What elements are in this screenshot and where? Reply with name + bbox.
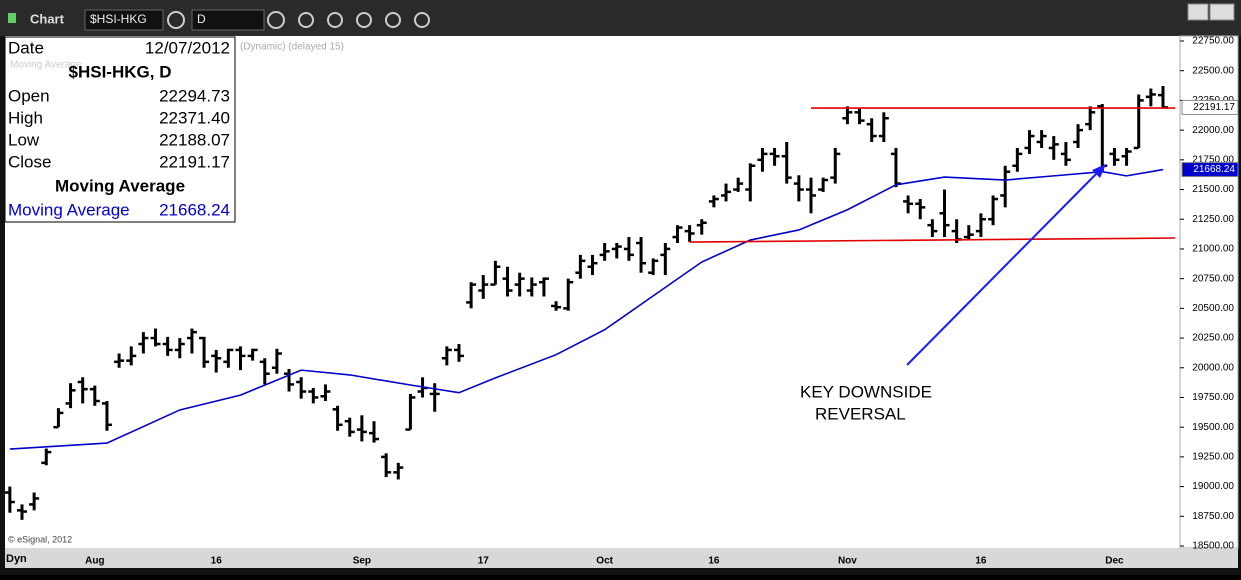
x-tick-label: Oct (596, 556, 613, 567)
info-symbol: $HSI-HKG, D (69, 62, 172, 81)
x-tick-label: 16 (211, 556, 223, 567)
x-tick-label: Dec (1105, 556, 1124, 567)
y-tick-label: 19000.00 (1192, 481, 1234, 492)
info-box-frame (4, 36, 236, 223)
study-title: Moving Average (55, 176, 185, 195)
arrow (906, 169, 1101, 366)
moving-average-line (9, 168, 1164, 450)
y-tick-label: 20750.00 (1192, 273, 1234, 284)
last-price-tag: 22191.17 (1193, 102, 1235, 113)
y-tick-label: 22500.00 (1192, 65, 1234, 76)
copyright: © eSignal, 2012 (8, 534, 72, 544)
y-tick-label: 19250.00 (1192, 452, 1234, 463)
draw-button[interactable] (298, 12, 314, 28)
settings-button[interactable] (167, 11, 185, 29)
y-tick-label: 20500.00 (1192, 303, 1234, 314)
info-value: 22191.17 (159, 152, 230, 171)
header-text: (Dynamic) (delayed 15) (240, 42, 344, 53)
info-box: Moving Average Date 12/07/2012 $HSI-HKG,… (4, 36, 236, 223)
info-value: 22294.73 (159, 86, 230, 105)
date-label: Date (8, 38, 44, 57)
date: 12/07/2012 (145, 38, 230, 57)
study-name: Moving Average (8, 200, 130, 219)
info-label: Open (8, 86, 50, 105)
x-axis-area (5, 548, 1238, 568)
x-tick-label: Sep (353, 556, 371, 567)
y-tick-label: 20000.00 (1192, 362, 1234, 373)
info-value: 22371.40 (159, 108, 230, 127)
ma-tag: 21668.24 (1193, 164, 1235, 175)
trend-line (689, 237, 1176, 243)
play-button[interactable] (356, 12, 372, 28)
toolbar-title: Chart (30, 11, 65, 26)
restore-button[interactable] (1187, 3, 1209, 21)
info-label: Low (8, 130, 40, 149)
symbol[interactable]: $HSI-HKG (90, 12, 147, 26)
time-button[interactable] (267, 11, 285, 29)
study-button[interactable] (327, 12, 343, 28)
plot (4, 85, 1176, 520)
info-label: Close (8, 152, 51, 171)
y-tick-label: 18750.00 (1192, 511, 1234, 522)
annotation: REVERSAL (815, 404, 906, 423)
y-tick-label: 21000.00 (1192, 244, 1234, 255)
y-tick-label: 21750.00 (1192, 154, 1234, 165)
y-tick-label: 21500.00 (1192, 184, 1234, 195)
y-tick-label: 21250.00 (1192, 214, 1234, 225)
study-label: Moving Average (10, 60, 82, 71)
x-tick-label: 17 (478, 556, 490, 567)
x-tick-label: 16 (708, 556, 720, 567)
interval[interactable]: D (197, 12, 206, 26)
x-tick-label: Nov (838, 556, 857, 567)
annotation: KEY DOWNSIDE (800, 382, 932, 401)
info-label: High (8, 108, 43, 127)
arrow-head (1092, 164, 1106, 178)
close-button[interactable] (1209, 3, 1235, 21)
y-tick-label: 22000.00 (1192, 125, 1234, 136)
y-tick-label: 18500.00 (1192, 541, 1234, 552)
symbol-box[interactable] (84, 9, 164, 31)
mode[interactable]: Dyn (6, 553, 27, 565)
study-value: 21668.24 (159, 200, 230, 219)
y-tick-label: 22750.00 (1192, 36, 1234, 47)
alert-button[interactable] (385, 12, 401, 28)
y-tick-label: 20250.00 (1192, 333, 1234, 344)
info-value: 22188.07 (159, 130, 230, 149)
x-tick-label: 16 (975, 556, 987, 567)
last-price-tag-box (1181, 99, 1239, 115)
link-button[interactable] (414, 12, 430, 28)
y-axis-area (1179, 35, 1239, 549)
toolbar (0, 0, 1241, 36)
y-tick-label: 19750.00 (1192, 392, 1234, 403)
y-tick-label: 19500.00 (1192, 422, 1234, 433)
x-tick-label: Aug (85, 556, 104, 567)
interval-box[interactable] (191, 9, 265, 31)
ma-tag-box (1181, 162, 1239, 178)
chart-icon (8, 13, 16, 23)
